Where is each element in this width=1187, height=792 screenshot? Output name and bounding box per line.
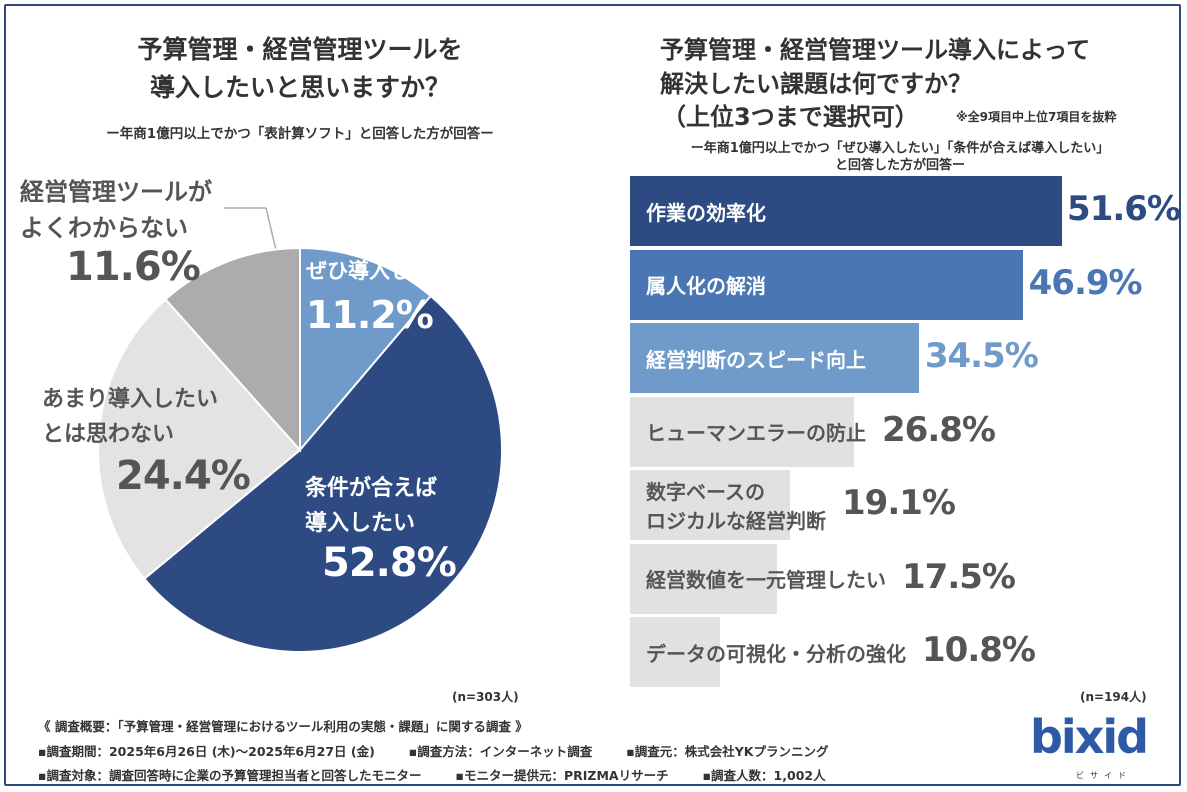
pie-value-2: 24.4% <box>116 453 251 499</box>
bar-subtitle-line1: ー年商1億円以上でかつ「ぜひ導入したい」「条件が合えば導入したい」 <box>690 141 1110 156</box>
bar-label-3: ヒューマンエラーの防止 <box>646 397 866 467</box>
bar-3 <box>630 396 855 467</box>
bar-label-5: 経営数値を一元管理したい <box>646 544 886 614</box>
bar-value-1: 46.9% <box>1028 262 1143 303</box>
footer-row-1: ▪調査期間：2025年6月26日 (木)～2025年6月27日 (金) ▪調査方法… <box>38 741 863 760</box>
bar-label-text-0: 作業の効率化 <box>646 197 766 226</box>
footer-period: ▪調査期間：2025年6月26日 (木)～2025年6月27日 (金) <box>38 744 375 759</box>
bar-label-text-6: データの可視化・分析の強化 <box>646 638 906 667</box>
bar-label-text-3: ヒューマンエラーの防止 <box>646 417 866 446</box>
pie-label-0-line1: ぜひ導入したい <box>306 259 453 283</box>
bar-title-line2: 解決したい課題は何ですか？ <box>660 70 972 98</box>
bar-label-6: データの可視化・分析の強化 <box>646 617 906 687</box>
bar-value-5: 17.5% <box>902 556 1016 597</box>
bar-label-text-5: 経営数値を一元管理したい <box>646 564 886 593</box>
outer-frame <box>4 4 1181 786</box>
pie-label-2-line1: あまり導入したい <box>42 387 219 412</box>
bar-label-1: 属人化の解消 <box>646 250 766 320</box>
bar-label-text-2: 経営判断のスピード向上 <box>646 344 866 373</box>
pie-slices <box>97 246 503 653</box>
pie-title-line2: 導入したいと思いますか？ <box>149 73 450 102</box>
bar-value-3: 26.8% <box>882 409 996 450</box>
bar-label-line1-3: ヒューマンエラーの防止 <box>646 421 866 445</box>
pie-slice-0 <box>299 246 433 453</box>
pie-subtitle: ー年商1億円以上でかつ「表計算ソフト」と回答した方が回答ー <box>106 126 494 142</box>
footer-target: ▪調査対象：調査回答時に企業の予算管理担当者と回答したモニター <box>38 768 422 783</box>
bar-value-4: 19.1% <box>842 483 956 523</box>
footer-method: ▪調査方法：インターネット調査 <box>408 744 593 759</box>
bar-n-label: (n=194人) <box>1080 690 1147 704</box>
pie-label-1-line1: 条件が合えば <box>305 476 438 501</box>
bar-label-text-1: 属人化の解消 <box>646 270 766 299</box>
bar-label-line1-4: 数字ベースの <box>646 480 765 504</box>
bar-label-line1-5: 経営数値を一元管理したい <box>646 568 886 592</box>
pie-label-1-line2: 導入したい <box>305 511 416 536</box>
bar-value-6: 10.8% <box>922 630 1036 670</box>
bar-label-text-4: 数字ベースのロジカルな経営判断 <box>646 476 826 534</box>
pie-title-line1: 予算管理・経営管理ツールを <box>137 35 463 64</box>
bar-label-0: 作業の効率化 <box>646 176 766 246</box>
pie-n-label: (n=303人) <box>452 690 519 704</box>
bar-label-4: 数字ベースのロジカルな経営判断 <box>646 470 826 540</box>
footer-count: ▪調査人数：1,002人 <box>702 768 826 783</box>
bar-label-line1-6: データの可視化・分析の強化 <box>646 641 906 666</box>
footer-row-2: ▪調査対象：調査回答時に企業の予算管理担当者と回答したモニター ▪モニター提供元：… <box>38 765 860 784</box>
bixid-logo-sub: ビサイド <box>1076 771 1132 780</box>
pie-slice-3 <box>164 246 301 453</box>
bar-2 <box>630 323 919 393</box>
bar-value-0: 51.6% <box>1067 189 1181 229</box>
bar-4 <box>630 470 790 540</box>
footer-source: ▪調査元：株式会社YKプランニング <box>626 744 829 759</box>
footer-overview: 《 調査概要：「予算管理・経営管理におけるツール利用の実態・課題」に関する調査 … <box>38 719 528 734</box>
pie-chart <box>97 207 503 653</box>
pie-value-1: 52.8% <box>322 540 457 586</box>
bar-5 <box>630 543 777 614</box>
pie-label-2-line2: とは思わない <box>42 422 175 447</box>
bar-6 <box>630 617 721 687</box>
pie-label-3-line1: 経営管理ツールが <box>20 178 212 206</box>
bar-1 <box>630 249 1023 320</box>
bar-title-line3: （上位3つまで選択可） <box>662 103 919 131</box>
bar-label-line1-0: 作業の効率化 <box>646 200 766 225</box>
pie-value-0: 11.2% <box>306 293 434 337</box>
bar-label-2: 経営判断のスピード向上 <box>646 323 866 393</box>
bar-label-line1-1: 属人化の解消 <box>646 274 766 298</box>
bar-0 <box>630 176 1062 246</box>
footer-provider: ▪モニター提供元：PRIZMAリサーチ <box>455 768 669 783</box>
leader-line-d <box>265 207 277 251</box>
bar-value-2: 34.5% <box>924 336 1039 376</box>
pie-label-3-line2: よくわからない <box>20 214 188 242</box>
bixid-logo: bixid <box>1030 710 1149 764</box>
bar-title-line1: 予算管理・経営管理ツール導入によって <box>660 36 1091 64</box>
pie-slice-1 <box>142 294 503 653</box>
bar-subtitle-line2: と回答した方が回答ー <box>834 158 965 173</box>
bar-label-line1-2: 経営判断のスピード向上 <box>646 347 866 372</box>
bar-label-line2-4: ロジカルな経営判断 <box>646 509 826 533</box>
bar-note: ※全9項目中上位7項目を抜粋 <box>956 110 1117 124</box>
pie-slice-2 <box>97 297 302 581</box>
pie-value-3: 11.6% <box>66 244 201 290</box>
